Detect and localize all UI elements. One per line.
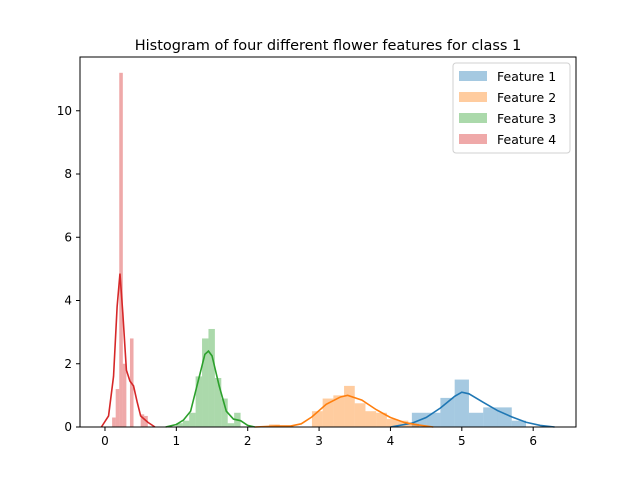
plot-frame <box>79 56 577 428</box>
legend-swatch-feature-2 <box>459 92 487 102</box>
x-tick-label: 5 <box>458 434 466 448</box>
feature-3-bar-0 <box>176 423 183 427</box>
feature-1-bar-5 <box>483 407 498 427</box>
x-tick-label: 6 <box>529 434 537 448</box>
y-tick-label: 6 <box>64 230 72 244</box>
feature-3-bar-2 <box>189 412 196 427</box>
y-tick-label: 2 <box>64 357 72 371</box>
feature-3-bar-7 <box>221 398 228 427</box>
feature-2-bar-3 <box>333 395 345 427</box>
feature-2-bar-5 <box>354 403 366 427</box>
feature-1-bar-1 <box>426 412 441 427</box>
x-tick-label: 4 <box>387 434 395 448</box>
legend-label-feature-4: Feature 4 <box>497 132 556 147</box>
x-tick-label: 3 <box>315 434 323 448</box>
feature-2-bar-8 <box>386 419 398 427</box>
feature-4-bar-1 <box>115 389 120 427</box>
legend-swatch-feature-3 <box>459 113 487 123</box>
feature-3-bar-6 <box>214 377 222 427</box>
legend-label-feature-2: Feature 2 <box>497 90 556 105</box>
feature-2-bar-6 <box>365 411 377 427</box>
feature-3-kde-line <box>165 349 256 428</box>
x-axis: 0 1 2 3 4 5 6 <box>101 427 537 448</box>
y-tick-label: 4 <box>64 294 72 308</box>
y-axis: 0 2 4 6 8 10 <box>57 104 80 434</box>
y-tick-label: 8 <box>64 167 72 181</box>
feature-4-bar-2 <box>119 72 123 428</box>
y-tick-label: 10 <box>57 104 72 118</box>
feature-4-bar-5 <box>140 414 145 427</box>
feature-2-kde-line <box>254 394 434 428</box>
x-tick-label: 1 <box>173 434 181 448</box>
feature-2-bar-9 <box>397 420 409 427</box>
feature-2-bar-10 <box>408 423 419 427</box>
feature-3-bar-3 <box>195 376 203 427</box>
legend-swatch-feature-4 <box>459 134 487 144</box>
feature-2-bar-4 <box>344 385 355 427</box>
feature-3-bar-8 <box>227 423 235 427</box>
feature-1-bar-3 <box>454 379 469 427</box>
feature-4-kde-line <box>100 273 156 428</box>
feature-2-bar-1 <box>311 411 323 427</box>
feature-1-kde-line <box>390 391 555 428</box>
legend-label-feature-1: Feature 1 <box>497 69 556 84</box>
feature-2-bar-7 <box>376 412 387 427</box>
legend-swatch-feature-1 <box>459 71 487 81</box>
x-tick-label: 2 <box>244 434 252 448</box>
feature-2-bar-2 <box>322 398 334 427</box>
feature-1-bar-7 <box>511 420 527 427</box>
y-tick-label: 0 <box>64 420 72 434</box>
kde-layer <box>100 273 555 428</box>
chart-title: Histogram of four different flower featu… <box>135 38 522 54</box>
x-tick-label: 0 <box>101 434 109 448</box>
feature-3-bar-4 <box>202 338 209 427</box>
feature-4-bar-0 <box>112 417 116 427</box>
feature-3-bar-5 <box>208 328 215 427</box>
feature-1-bar-6 <box>497 407 512 427</box>
legend: Feature 1 Feature 2 Feature 3 Feature 4 <box>452 62 571 154</box>
feature-3-bar-1 <box>182 420 190 427</box>
legend-label-feature-3: Feature 3 <box>497 111 556 126</box>
legend-box <box>452 62 571 154</box>
feature-4-bar-3 <box>122 363 127 427</box>
feature-1-bar-4 <box>468 412 484 427</box>
bars-layer <box>112 72 527 428</box>
